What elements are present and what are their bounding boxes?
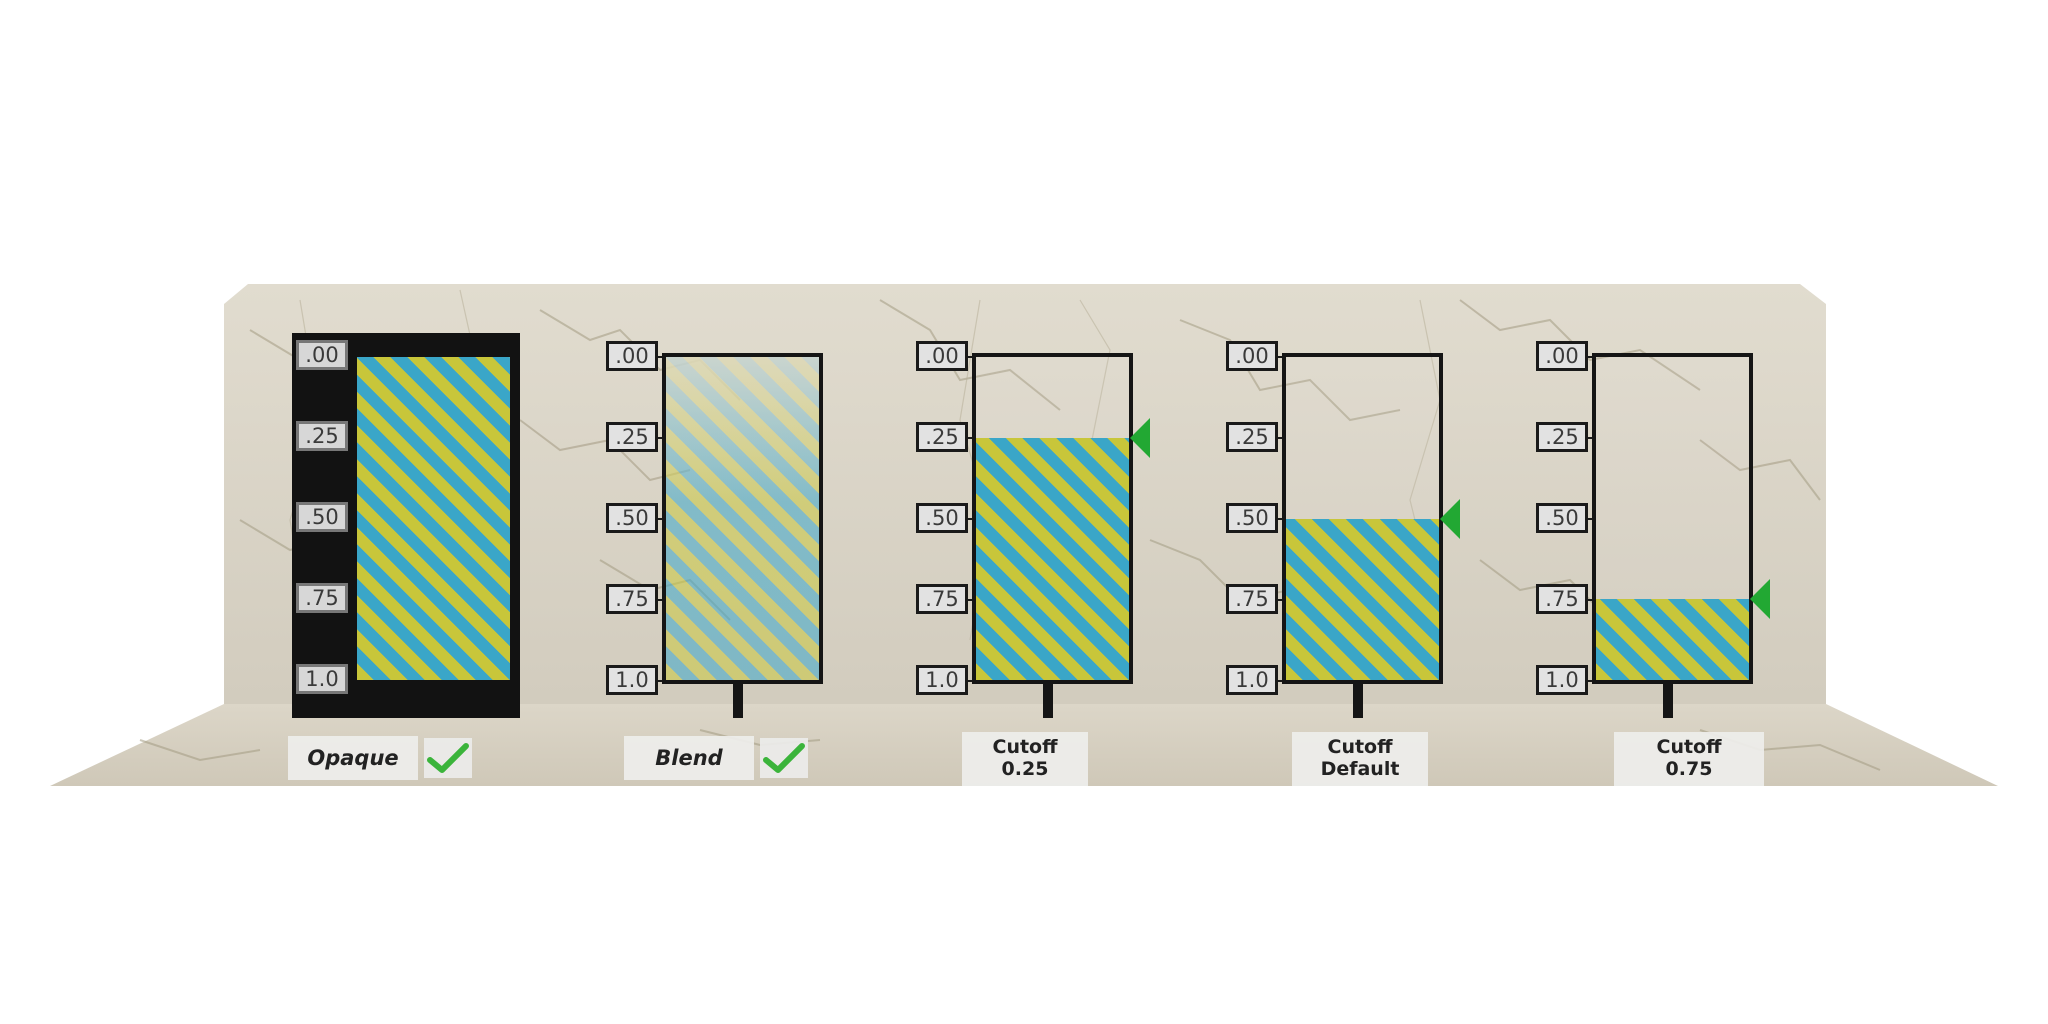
stripe-fill <box>357 357 510 680</box>
tick-connector <box>1586 437 1596 439</box>
stripe-fill <box>976 437 1129 680</box>
tick-connector <box>966 518 976 520</box>
tick-label: .75 <box>916 584 968 614</box>
tick-label: 1.0 <box>1226 665 1278 695</box>
tick-label: .00 <box>1226 341 1278 371</box>
tick-connector <box>1586 599 1596 601</box>
tick-label: .25 <box>606 422 658 452</box>
tick-label: 1.0 <box>916 665 968 695</box>
tick-label: .50 <box>916 503 968 533</box>
stripe-panel <box>1592 353 1753 684</box>
panel-stand <box>1043 684 1053 718</box>
caption-value: Default <box>1320 758 1400 780</box>
caption-label: Cutoff <box>1656 736 1722 758</box>
tick-connector <box>1586 356 1596 358</box>
tick-label: .50 <box>1536 503 1588 533</box>
stripe-fill <box>1596 599 1749 680</box>
panel-stand <box>1353 684 1363 718</box>
checkmark-icon <box>424 738 472 778</box>
caption-cutoff-025: Cutoff 0.25 <box>962 732 1088 786</box>
cutoff-pointer-icon <box>1750 579 1770 620</box>
tick-connector <box>1586 518 1596 520</box>
blend-fade <box>666 357 819 503</box>
tick-connector <box>1276 356 1286 358</box>
tick-label: .75 <box>606 584 658 614</box>
tick-connector <box>1276 518 1286 520</box>
tick-label: .00 <box>296 340 348 370</box>
tick-label: .25 <box>916 422 968 452</box>
cutoff-pointer-icon <box>1130 417 1150 458</box>
stripe-panel <box>972 353 1133 684</box>
tick-label: .25 <box>296 421 348 451</box>
cutoff-pointer-icon <box>1440 498 1460 539</box>
stripe-panel <box>353 353 514 684</box>
tick-label: .75 <box>1226 584 1278 614</box>
caption-cutoff-075: Cutoff 0.75 <box>1614 732 1764 786</box>
tick-connector <box>966 356 976 358</box>
tick-label: .00 <box>606 341 658 371</box>
checkmark-icon <box>760 738 808 778</box>
tick-connector <box>656 680 666 682</box>
tick-label: 1.0 <box>296 664 348 694</box>
tick-connector <box>1276 680 1286 682</box>
stripe-panel <box>662 353 823 684</box>
tick-connector <box>656 437 666 439</box>
tick-label: 1.0 <box>606 665 658 695</box>
tick-label: .00 <box>1536 341 1588 371</box>
tick-connector <box>1586 680 1596 682</box>
tick-label: 1.0 <box>1536 665 1588 695</box>
caption-label: Opaque <box>307 746 399 770</box>
tick-connector <box>966 599 976 601</box>
caption-opaque: Opaque <box>288 736 418 780</box>
stripe-fill <box>1286 518 1439 680</box>
caption-label: Cutoff <box>992 736 1058 758</box>
tick-label: .50 <box>296 502 348 532</box>
tick-connector <box>656 518 666 520</box>
caption-value: 0.75 <box>1665 758 1713 780</box>
tick-label: .00 <box>916 341 968 371</box>
caption-label: Cutoff <box>1327 736 1393 758</box>
tick-label: .75 <box>296 583 348 613</box>
tick-connector <box>1276 437 1286 439</box>
tick-connector <box>656 599 666 601</box>
tick-connector <box>1276 599 1286 601</box>
tick-label: .25 <box>1536 422 1588 452</box>
tick-label: .50 <box>1226 503 1278 533</box>
caption-cutoff-default: Cutoff Default <box>1292 732 1428 786</box>
caption-value: 0.25 <box>1001 758 1049 780</box>
tick-connector <box>966 437 976 439</box>
tick-connector <box>966 680 976 682</box>
tick-label: .25 <box>1226 422 1278 452</box>
tick-label: .50 <box>606 503 658 533</box>
tick-label: .75 <box>1536 584 1588 614</box>
stripe-panel <box>1282 353 1443 684</box>
panel-stand <box>733 684 743 718</box>
caption-blend: Blend <box>624 736 754 780</box>
panel-stand <box>1663 684 1673 718</box>
tick-connector <box>656 356 666 358</box>
caption-label: Blend <box>655 746 723 770</box>
